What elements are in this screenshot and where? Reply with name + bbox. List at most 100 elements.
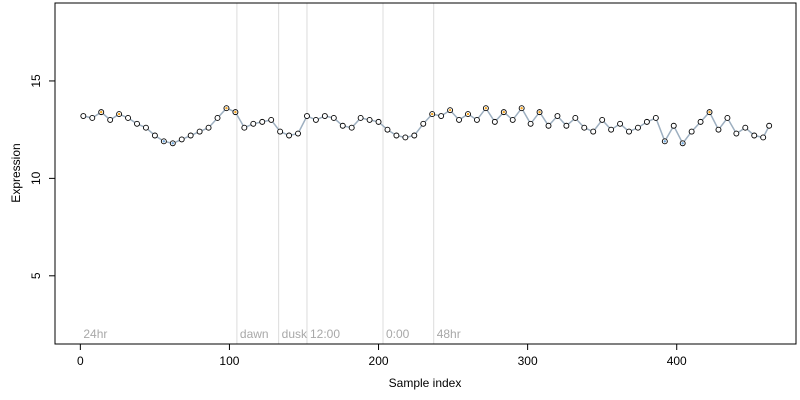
data-point: [295, 130, 301, 137]
data-point-highlight: [117, 112, 121, 116]
data-point: [80, 113, 87, 119]
data-point-highlight: [466, 112, 470, 116]
data-point-highlight: [100, 110, 103, 114]
plot-frame: [54, 2, 797, 345]
data-point: [599, 116, 606, 123]
x-tick-label: 400: [667, 354, 687, 368]
data-point-highlight: [520, 107, 523, 110]
data-point: [286, 132, 293, 139]
x-tick-label: 100: [219, 354, 239, 368]
data-point: [357, 115, 364, 121]
data-point: [491, 118, 498, 125]
data-point: [527, 120, 534, 127]
data-point: [411, 132, 418, 139]
data-point: [626, 128, 632, 135]
data-point: [196, 128, 203, 135]
segment-label: 24hr: [83, 327, 107, 341]
data-point: [545, 122, 552, 129]
data-point: [572, 115, 579, 121]
data-point: [151, 132, 158, 139]
data-point-highlight: [234, 110, 237, 114]
data-point: [733, 130, 740, 137]
data-point: [420, 120, 427, 127]
data-point: [724, 115, 731, 121]
data-point-highlight: [663, 140, 666, 143]
data-point: [617, 120, 624, 127]
data-point: [134, 120, 140, 127]
data-point: [751, 132, 758, 139]
data-point: [652, 115, 659, 121]
data-point-highlight: [162, 140, 166, 143]
data-point: [688, 128, 695, 135]
x-axis-label: Sample index: [389, 376, 462, 390]
data-point: [456, 116, 462, 123]
segment-labels: 24hr dawn dusk 12:00 0:00 48hr: [83, 327, 460, 341]
data-point-highlight: [171, 142, 174, 145]
data-point: [563, 122, 570, 129]
data-point: [375, 118, 382, 125]
data-point: [89, 115, 96, 121]
data-point: [554, 113, 561, 119]
data-point: [142, 124, 149, 131]
y-tick-label: 5: [29, 272, 43, 279]
data-point: [766, 122, 773, 129]
data-point: [277, 128, 284, 135]
data-point: [715, 126, 722, 133]
data-point: [304, 113, 310, 119]
data-point: [348, 124, 355, 131]
data-point: [760, 134, 767, 141]
data-point-highlight: [538, 110, 541, 114]
x-tick-label: 300: [518, 354, 538, 368]
data-point: [742, 124, 749, 131]
data-point: [205, 124, 212, 131]
data-point: [339, 122, 346, 129]
data-point-highlight: [225, 107, 228, 110]
data-point-highlight: [484, 107, 488, 110]
data-point-highlight: [708, 110, 711, 114]
y-axis-label: Expression: [9, 143, 23, 202]
data-point: [509, 116, 516, 123]
x-axis: 0 100 200 300 400: [77, 344, 687, 368]
data-point: [438, 113, 445, 119]
data-point: [125, 115, 132, 121]
x-tick-label: 0: [77, 354, 84, 368]
data-point: [312, 116, 319, 123]
fit-lines: [83, 106, 770, 145]
data-point: [107, 116, 114, 123]
data-point: [178, 136, 185, 143]
y-tick-label: 15: [29, 74, 43, 88]
data-point: [259, 118, 266, 125]
data-point: [643, 118, 650, 125]
y-tick-label: 10: [29, 171, 43, 185]
data-point-highlight: [502, 110, 505, 114]
segment-label: dawn: [240, 327, 269, 341]
data-point: [250, 120, 257, 127]
data-point: [635, 124, 641, 131]
data-point: [214, 115, 221, 121]
data-point: [330, 115, 337, 121]
data-point: [697, 118, 704, 125]
data-points: [80, 105, 773, 147]
segment-label: 48hr: [437, 327, 461, 341]
data-point: [581, 124, 588, 131]
data-point-highlight: [448, 108, 452, 112]
segment-lines: [236, 3, 435, 344]
data-point: [670, 122, 677, 129]
data-point: [590, 128, 597, 135]
segment-label: 12:00: [310, 327, 340, 341]
data-point: [321, 113, 328, 119]
y-axis: 5 10 15: [29, 74, 55, 279]
data-point: [384, 126, 391, 133]
data-point: [402, 134, 409, 141]
segment-label: dusk: [282, 327, 308, 341]
data-point: [241, 124, 248, 131]
data-point: [187, 132, 194, 139]
data-point: [393, 132, 400, 139]
fit-line: [83, 106, 770, 145]
data-point: [366, 116, 373, 123]
x-tick-label: 200: [369, 354, 389, 368]
data-point-highlight: [431, 112, 434, 116]
data-point-highlight: [681, 142, 684, 145]
